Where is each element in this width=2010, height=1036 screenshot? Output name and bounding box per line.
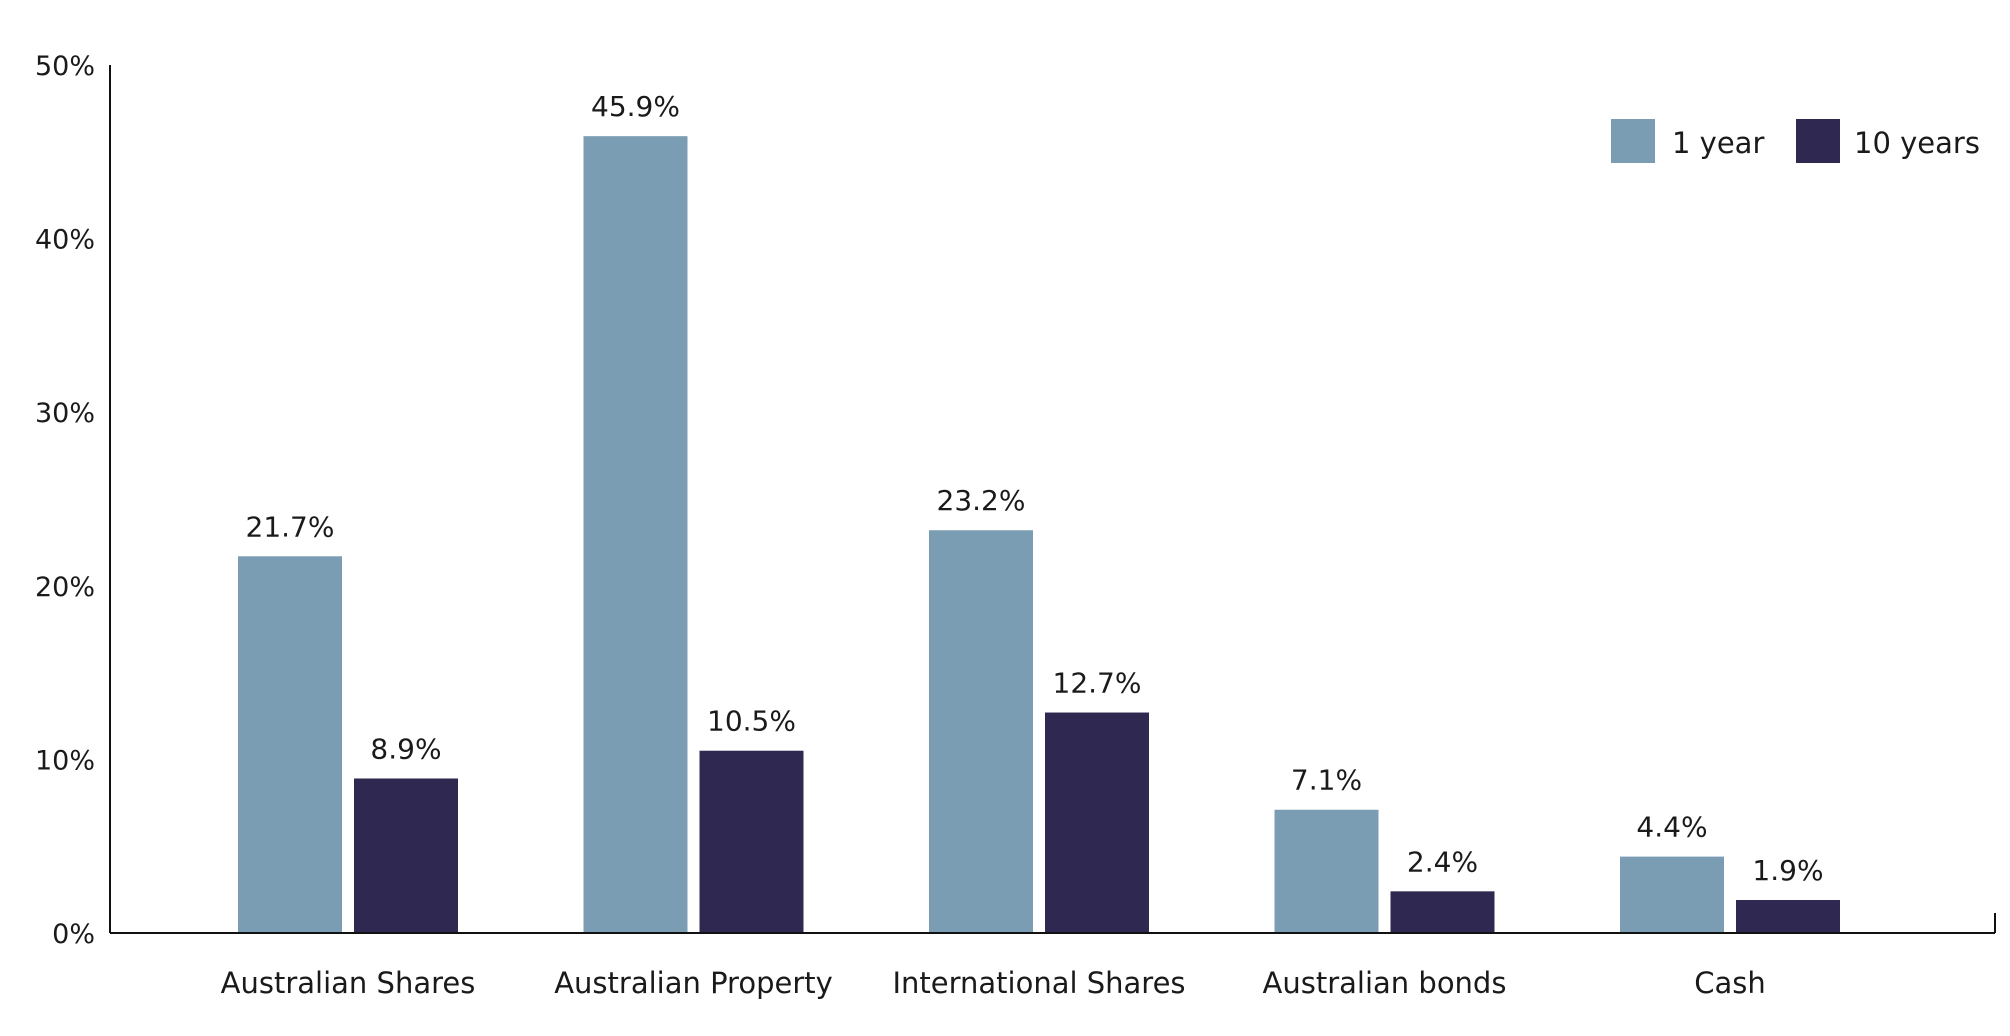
data-label-international-shares-10-years: 12.7% [1053, 667, 1142, 700]
x-axis: Australian Shares Australian Property Inte… [110, 913, 1996, 1000]
y-tick-label: 20% [35, 572, 95, 603]
legend-swatch-1-year [1611, 119, 1655, 163]
y-tick-label: 10% [35, 745, 95, 776]
legend: 1 year 10 years [1611, 119, 1980, 163]
x-tick-label: Australian Shares [221, 966, 476, 1000]
data-label-australian-bonds-10-years: 2.4% [1407, 845, 1478, 878]
legend-label-10-years: 10 years [1854, 126, 1980, 160]
y-tick-label: 50% [35, 51, 95, 82]
bar-cash-10-years [1736, 900, 1840, 933]
data-label-cash-10-years: 1.9% [1752, 854, 1823, 887]
data-label-australian-shares-10-years: 8.9% [370, 732, 441, 765]
x-tick-label: International Shares [892, 966, 1185, 1000]
y-tick-label: 40% [35, 225, 95, 256]
data-label-cash-1-year: 4.4% [1636, 811, 1707, 844]
y-tick-label: 30% [35, 398, 95, 429]
bar-australian-shares-10-years [354, 778, 458, 933]
bar-international-shares-1-year [929, 530, 1033, 933]
data-label-australian-property-10-years: 10.5% [707, 705, 796, 738]
legend-swatch-10-years [1796, 119, 1840, 163]
data-label-australian-property-1-year: 45.9% [591, 90, 680, 123]
bar-australian-shares-1-year [238, 556, 342, 933]
bars [238, 136, 1840, 933]
data-label-australian-bonds-1-year: 7.1% [1291, 764, 1362, 797]
data-label-international-shares-1-year: 23.2% [937, 484, 1026, 517]
y-axis: 0% 10% 20% 30% 40% 50% [35, 51, 111, 950]
x-tick-label: Australian Property [554, 966, 833, 1000]
bar-australian-bonds-1-year [1274, 809, 1379, 933]
y-tick-label: 0% [52, 919, 95, 950]
bar-international-shares-10-years [1045, 712, 1149, 933]
bar-australian-property-10-years [699, 750, 804, 933]
data-labels: 21.7% 8.9% 45.9% 10.5% 23.2% 12.7% 7.1% 2.4% 4.4… [246, 90, 1824, 887]
bar-australian-property-1-year [583, 136, 688, 933]
bar-australian-bonds-10-years [1390, 891, 1495, 933]
data-label-australian-shares-1-year: 21.7% [246, 510, 335, 543]
legend-label-1-year: 1 year [1672, 126, 1764, 160]
bar-cash-1-year [1620, 856, 1724, 933]
x-tick-label: Cash [1694, 966, 1766, 1000]
x-tick-label: Australian bonds [1263, 966, 1507, 1000]
